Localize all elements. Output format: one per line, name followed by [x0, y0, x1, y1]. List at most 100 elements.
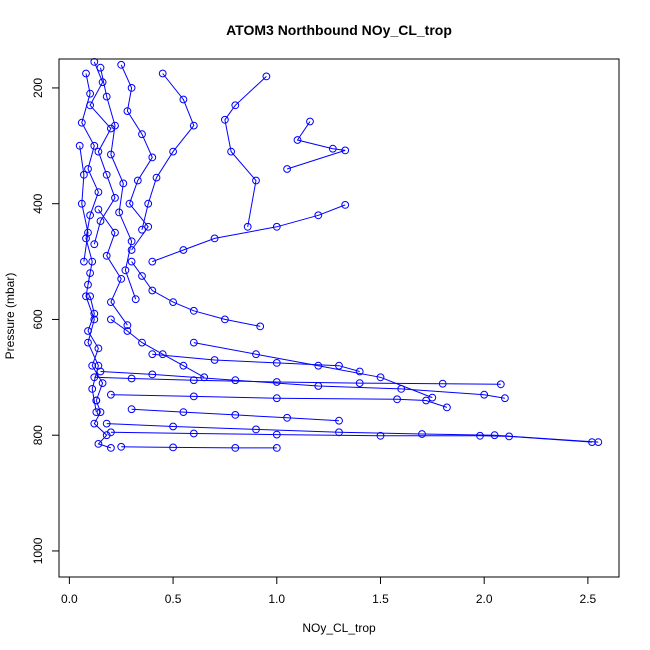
series-20 [94, 205, 132, 330]
x-tick-label: 2.5 [580, 592, 597, 606]
series-line [110, 431, 593, 443]
data-point [102, 251, 111, 260]
data-point [189, 392, 198, 401]
series-11 [96, 367, 509, 403]
data-point [210, 234, 219, 243]
series-21 [75, 141, 92, 266]
data-point [169, 147, 178, 156]
data-point [111, 194, 119, 202]
data-point [123, 321, 132, 330]
data-point [231, 376, 240, 385]
data-point [314, 361, 323, 370]
series-line [87, 296, 104, 401]
data-point [148, 286, 157, 295]
data-point [306, 117, 314, 126]
data-point [189, 121, 198, 130]
data-point [328, 144, 337, 153]
data-point [123, 327, 132, 335]
series-line [141, 73, 195, 230]
data-point [86, 269, 94, 278]
data-point [138, 225, 146, 234]
series-line [131, 261, 261, 327]
y-tick-label: 400 [31, 193, 45, 213]
data-point [283, 413, 292, 422]
data-point [594, 438, 603, 447]
data-point [84, 280, 92, 289]
series-line [152, 204, 346, 263]
data-point [111, 228, 119, 237]
series-10 [90, 373, 505, 389]
data-point [376, 431, 385, 440]
data-point [169, 298, 178, 307]
data-point [102, 170, 111, 179]
data-point [158, 69, 167, 78]
data-point [90, 240, 99, 249]
data-point [476, 431, 484, 440]
x-tick-label: 0.5 [165, 592, 182, 606]
data-point [355, 379, 364, 388]
series-2 [117, 60, 157, 254]
series-18 [107, 315, 209, 382]
y-tick-label: 600 [31, 309, 45, 329]
data-point [169, 443, 178, 452]
data-point [179, 408, 188, 417]
series-line [97, 209, 128, 326]
data-point [107, 298, 115, 307]
data-point [96, 408, 105, 417]
series-line [89, 61, 116, 245]
data-point [77, 199, 86, 208]
data-point [133, 176, 142, 185]
series-23 [127, 405, 343, 425]
data-point [86, 292, 94, 301]
data-point [117, 442, 126, 451]
data-point [107, 390, 115, 399]
data-point [102, 431, 111, 440]
x-axis-label: NOy_CL_trop [302, 621, 376, 635]
y-axis: 200 400 600 800 1000 [31, 78, 60, 564]
data-point [231, 444, 240, 452]
series-line [100, 67, 137, 300]
series-line [286, 121, 346, 170]
data-point [179, 361, 188, 370]
data-point [262, 72, 271, 81]
data-point [418, 430, 426, 438]
data-point [127, 405, 136, 414]
data-point [90, 419, 99, 428]
data-point [189, 338, 198, 347]
data-point [138, 130, 146, 139]
data-point [107, 444, 115, 452]
data-point [152, 173, 161, 182]
data-point [96, 217, 105, 226]
data-point [272, 394, 281, 403]
data-point [117, 275, 126, 283]
data-point [94, 188, 103, 197]
data-point [131, 295, 140, 304]
data-point [94, 440, 103, 448]
series-6 [221, 72, 271, 231]
data-point [314, 211, 323, 220]
series-13 [102, 419, 603, 447]
data-point [90, 309, 99, 318]
data-point [88, 385, 97, 393]
data-point [148, 257, 157, 266]
series-line [131, 408, 340, 422]
data-point [138, 338, 146, 347]
series-7 [148, 201, 350, 266]
data-point [80, 257, 88, 266]
data-point [480, 390, 489, 399]
data-point [86, 211, 94, 220]
data-point [96, 63, 105, 72]
series-line [193, 342, 433, 399]
x-axis: 0.0 0.5 1.0 1.5 2.0 2.5 [61, 576, 597, 606]
series-line [121, 446, 277, 449]
data-point [84, 228, 92, 237]
data-point [252, 425, 260, 434]
data-point [90, 315, 99, 324]
data-point [82, 69, 90, 78]
data-point [200, 373, 209, 382]
data-point [272, 430, 281, 439]
data-point [86, 89, 94, 98]
data-point [490, 431, 499, 440]
data-point [144, 199, 153, 208]
